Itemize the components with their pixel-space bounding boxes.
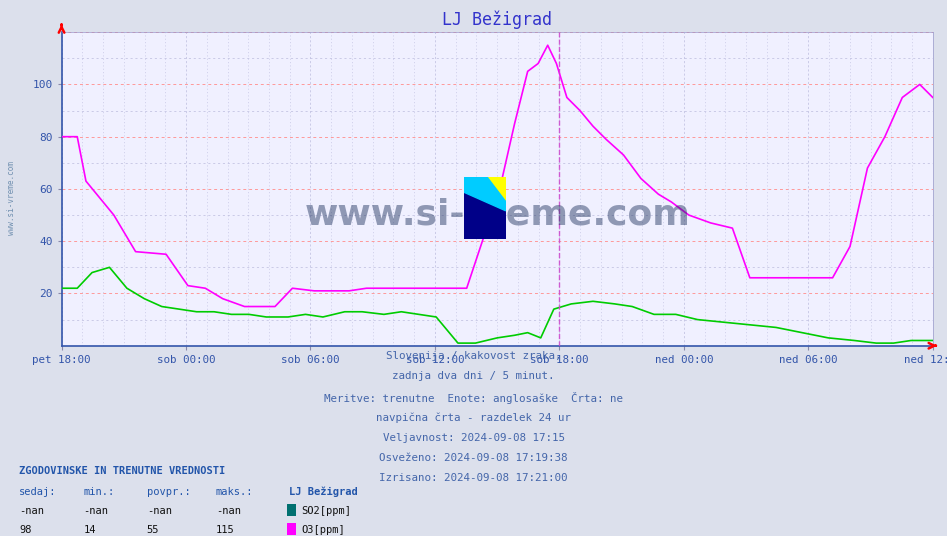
Polygon shape — [464, 177, 506, 211]
Text: Meritve: trenutne  Enote: anglosaške  Črta: ne: Meritve: trenutne Enote: anglosaške Črta… — [324, 392, 623, 404]
Text: 14: 14 — [83, 525, 96, 535]
Text: -nan: -nan — [147, 506, 171, 516]
Title: LJ Bežigrad: LJ Bežigrad — [442, 11, 552, 29]
Text: povpr.:: povpr.: — [147, 487, 190, 497]
Text: min.:: min.: — [83, 487, 115, 497]
Text: Veljavnost: 2024-09-08 17:15: Veljavnost: 2024-09-08 17:15 — [383, 433, 564, 443]
Text: Osveženo: 2024-09-08 17:19:38: Osveženo: 2024-09-08 17:19:38 — [379, 453, 568, 463]
Text: Slovenija / kakovost zraka,: Slovenija / kakovost zraka, — [385, 351, 562, 361]
Text: www.si-vreme.com: www.si-vreme.com — [7, 161, 16, 235]
Text: ZGODOVINSKE IN TRENUTNE VREDNOSTI: ZGODOVINSKE IN TRENUTNE VREDNOSTI — [19, 466, 225, 477]
Text: -nan: -nan — [19, 506, 44, 516]
Text: www.si-vreme.com: www.si-vreme.com — [304, 197, 690, 231]
Text: LJ Bežigrad: LJ Bežigrad — [289, 486, 358, 497]
Text: SO2[ppm]: SO2[ppm] — [301, 506, 351, 516]
Text: -nan: -nan — [83, 506, 108, 516]
Text: -nan: -nan — [216, 506, 241, 516]
Text: navpična črta - razdelek 24 ur: navpična črta - razdelek 24 ur — [376, 412, 571, 423]
Text: zadnja dva dni / 5 minut.: zadnja dva dni / 5 minut. — [392, 371, 555, 382]
Polygon shape — [464, 192, 506, 239]
Text: 115: 115 — [216, 525, 235, 535]
Text: O3[ppm]: O3[ppm] — [301, 525, 345, 535]
Text: 98: 98 — [19, 525, 31, 535]
Text: 55: 55 — [147, 525, 159, 535]
Text: maks.:: maks.: — [216, 487, 254, 497]
Text: Izrisano: 2024-09-08 17:21:00: Izrisano: 2024-09-08 17:21:00 — [379, 473, 568, 483]
Text: sedaj:: sedaj: — [19, 487, 57, 497]
